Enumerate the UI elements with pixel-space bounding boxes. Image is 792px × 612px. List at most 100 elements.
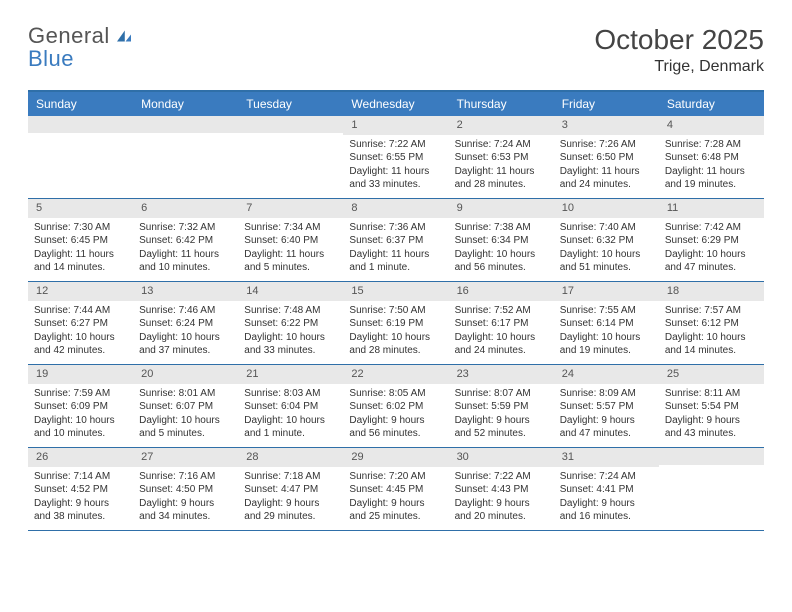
daylight-text: Daylight: 11 hours and 1 minute. xyxy=(349,248,442,275)
sunrise-text: Sunrise: 7:42 AM xyxy=(665,221,758,235)
sunset-text: Sunset: 6:53 PM xyxy=(455,151,548,165)
logo: GeneralBlue xyxy=(28,24,134,70)
day-cell: 23Sunrise: 8:07 AMSunset: 5:59 PMDayligh… xyxy=(449,365,554,447)
weekday-label: Saturday xyxy=(659,92,764,116)
day-cell: 19Sunrise: 7:59 AMSunset: 6:09 PMDayligh… xyxy=(28,365,133,447)
month-title: October 2025 xyxy=(594,24,764,56)
sunset-text: Sunset: 6:24 PM xyxy=(139,317,232,331)
day-cell: 26Sunrise: 7:14 AMSunset: 4:52 PMDayligh… xyxy=(28,448,133,530)
daylight-text: Daylight: 9 hours and 20 minutes. xyxy=(455,497,548,524)
sunrise-text: Sunrise: 7:57 AM xyxy=(665,304,758,318)
header: GeneralBlue October 2025 Trige, Denmark xyxy=(28,24,764,76)
day-body: Sunrise: 7:18 AMSunset: 4:47 PMDaylight:… xyxy=(238,467,343,529)
sunset-text: Sunset: 5:59 PM xyxy=(455,400,548,414)
sunrise-text: Sunrise: 8:05 AM xyxy=(349,387,442,401)
day-cell: 6Sunrise: 7:32 AMSunset: 6:42 PMDaylight… xyxy=(133,199,238,281)
weekday-label: Tuesday xyxy=(238,92,343,116)
sunrise-text: Sunrise: 7:22 AM xyxy=(455,470,548,484)
daylight-text: Daylight: 10 hours and 47 minutes. xyxy=(665,248,758,275)
day-number: 2 xyxy=(449,116,554,135)
day-number: 25 xyxy=(659,365,764,384)
daylight-text: Daylight: 9 hours and 56 minutes. xyxy=(349,414,442,441)
sunset-text: Sunset: 6:45 PM xyxy=(34,234,127,248)
day-number: 30 xyxy=(449,448,554,467)
day-number: 6 xyxy=(133,199,238,218)
sunset-text: Sunset: 6:50 PM xyxy=(560,151,653,165)
day-body: Sunrise: 7:36 AMSunset: 6:37 PMDaylight:… xyxy=(343,218,448,280)
sunset-text: Sunset: 6:55 PM xyxy=(349,151,442,165)
calendar-page: GeneralBlue October 2025 Trige, Denmark … xyxy=(0,0,792,555)
sunset-text: Sunset: 5:57 PM xyxy=(560,400,653,414)
daylight-text: Daylight: 9 hours and 43 minutes. xyxy=(665,414,758,441)
day-body: Sunrise: 7:30 AMSunset: 6:45 PMDaylight:… xyxy=(28,218,133,280)
day-number: 29 xyxy=(343,448,448,467)
sunset-text: Sunset: 6:37 PM xyxy=(349,234,442,248)
day-number xyxy=(238,116,343,133)
sunset-text: Sunset: 4:50 PM xyxy=(139,483,232,497)
weekday-label: Wednesday xyxy=(343,92,448,116)
sunrise-text: Sunrise: 8:01 AM xyxy=(139,387,232,401)
sunrise-text: Sunrise: 7:50 AM xyxy=(349,304,442,318)
day-number: 15 xyxy=(343,282,448,301)
day-body: Sunrise: 7:26 AMSunset: 6:50 PMDaylight:… xyxy=(554,135,659,197)
weekday-header: Sunday Monday Tuesday Wednesday Thursday… xyxy=(28,92,764,116)
daylight-text: Daylight: 9 hours and 29 minutes. xyxy=(244,497,337,524)
day-body: Sunrise: 7:42 AMSunset: 6:29 PMDaylight:… xyxy=(659,218,764,280)
day-cell: 20Sunrise: 8:01 AMSunset: 6:07 PMDayligh… xyxy=(133,365,238,447)
daylight-text: Daylight: 10 hours and 37 minutes. xyxy=(139,331,232,358)
sunrise-text: Sunrise: 7:32 AM xyxy=(139,221,232,235)
daylight-text: Daylight: 10 hours and 33 minutes. xyxy=(244,331,337,358)
day-number: 13 xyxy=(133,282,238,301)
sunrise-text: Sunrise: 7:28 AM xyxy=(665,138,758,152)
sunset-text: Sunset: 6:04 PM xyxy=(244,400,337,414)
daylight-text: Daylight: 11 hours and 19 minutes. xyxy=(665,165,758,192)
weeks-container: 1Sunrise: 7:22 AMSunset: 6:55 PMDaylight… xyxy=(28,116,764,531)
day-cell xyxy=(28,116,133,198)
day-cell: 1Sunrise: 7:22 AMSunset: 6:55 PMDaylight… xyxy=(343,116,448,198)
day-body: Sunrise: 7:44 AMSunset: 6:27 PMDaylight:… xyxy=(28,301,133,363)
sunrise-text: Sunrise: 7:18 AM xyxy=(244,470,337,484)
sunrise-text: Sunrise: 7:44 AM xyxy=(34,304,127,318)
day-cell: 29Sunrise: 7:20 AMSunset: 4:45 PMDayligh… xyxy=(343,448,448,530)
day-cell: 24Sunrise: 8:09 AMSunset: 5:57 PMDayligh… xyxy=(554,365,659,447)
sunset-text: Sunset: 6:29 PM xyxy=(665,234,758,248)
day-cell: 12Sunrise: 7:44 AMSunset: 6:27 PMDayligh… xyxy=(28,282,133,364)
day-body: Sunrise: 7:52 AMSunset: 6:17 PMDaylight:… xyxy=(449,301,554,363)
day-number: 19 xyxy=(28,365,133,384)
day-number: 16 xyxy=(449,282,554,301)
day-number: 9 xyxy=(449,199,554,218)
sunrise-text: Sunrise: 7:16 AM xyxy=(139,470,232,484)
sunset-text: Sunset: 4:41 PM xyxy=(560,483,653,497)
sunset-text: Sunset: 6:12 PM xyxy=(665,317,758,331)
day-body: Sunrise: 7:38 AMSunset: 6:34 PMDaylight:… xyxy=(449,218,554,280)
sunrise-text: Sunrise: 8:11 AM xyxy=(665,387,758,401)
daylight-text: Daylight: 10 hours and 24 minutes. xyxy=(455,331,548,358)
sunset-text: Sunset: 4:43 PM xyxy=(455,483,548,497)
sunset-text: Sunset: 6:14 PM xyxy=(560,317,653,331)
sunrise-text: Sunrise: 7:14 AM xyxy=(34,470,127,484)
day-body: Sunrise: 7:24 AMSunset: 4:41 PMDaylight:… xyxy=(554,467,659,529)
day-number: 17 xyxy=(554,282,659,301)
daylight-text: Daylight: 9 hours and 47 minutes. xyxy=(560,414,653,441)
sunset-text: Sunset: 4:45 PM xyxy=(349,483,442,497)
location: Trige, Denmark xyxy=(594,58,764,76)
day-body: Sunrise: 8:11 AMSunset: 5:54 PMDaylight:… xyxy=(659,384,764,446)
day-cell: 17Sunrise: 7:55 AMSunset: 6:14 PMDayligh… xyxy=(554,282,659,364)
day-body: Sunrise: 7:40 AMSunset: 6:32 PMDaylight:… xyxy=(554,218,659,280)
day-body: Sunrise: 8:09 AMSunset: 5:57 PMDaylight:… xyxy=(554,384,659,446)
day-body xyxy=(238,133,343,193)
day-body: Sunrise: 7:22 AMSunset: 4:43 PMDaylight:… xyxy=(449,467,554,529)
sunset-text: Sunset: 6:19 PM xyxy=(349,317,442,331)
day-cell: 16Sunrise: 7:52 AMSunset: 6:17 PMDayligh… xyxy=(449,282,554,364)
title-block: October 2025 Trige, Denmark xyxy=(594,24,764,76)
day-cell: 31Sunrise: 7:24 AMSunset: 4:41 PMDayligh… xyxy=(554,448,659,530)
daylight-text: Daylight: 10 hours and 19 minutes. xyxy=(560,331,653,358)
day-number: 28 xyxy=(238,448,343,467)
day-body: Sunrise: 7:28 AMSunset: 6:48 PMDaylight:… xyxy=(659,135,764,197)
sunset-text: Sunset: 6:40 PM xyxy=(244,234,337,248)
daylight-text: Daylight: 11 hours and 24 minutes. xyxy=(560,165,653,192)
day-cell xyxy=(133,116,238,198)
daylight-text: Daylight: 9 hours and 16 minutes. xyxy=(560,497,653,524)
day-number: 23 xyxy=(449,365,554,384)
day-cell: 13Sunrise: 7:46 AMSunset: 6:24 PMDayligh… xyxy=(133,282,238,364)
